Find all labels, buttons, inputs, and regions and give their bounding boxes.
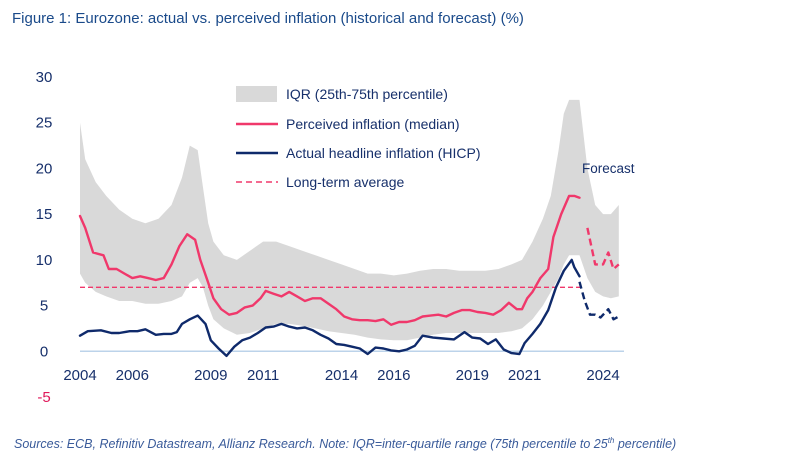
legend-label: Perceived inflation (median) <box>286 116 460 132</box>
y-tick-label: 30 <box>36 69 53 86</box>
x-tick-label: 2014 <box>325 367 358 384</box>
forecast-annotation: Forecast <box>582 161 635 176</box>
x-tick-label: 2024 <box>586 367 619 384</box>
y-axis-ticks: -5 0 5 10 15 20 25 30 <box>36 69 53 406</box>
legend: IQR (25th-75th percentile) Perceived infl… <box>236 86 481 190</box>
source-note: Sources: ECB, Refinitiv Datastream, Alli… <box>14 436 676 451</box>
x-axis-ticks: 2004 2006 2009 2011 2014 2016 2019 2021 2024 <box>63 367 619 384</box>
legend-label: IQR (25th-75th percentile) <box>286 86 448 102</box>
iqr-band-layer <box>80 99 619 341</box>
hicp-line <box>78 258 581 358</box>
y-tick-label: 25 <box>36 115 53 132</box>
perceived-inflation-line <box>78 194 581 326</box>
source-text: Sources: ECB, Refinitiv Datastream, Alli… <box>14 437 608 452</box>
y-tick-label: 10 <box>36 252 53 269</box>
series-layer <box>78 194 620 358</box>
y-tick-label: 5 <box>40 298 48 315</box>
x-tick-label: 2019 <box>456 367 489 384</box>
y-tick-label: 15 <box>36 206 53 223</box>
source-tail: percentile) <box>614 437 677 452</box>
y-tick-label: -5 <box>37 389 50 406</box>
legend-label: Long-term average <box>286 174 405 190</box>
y-tick-label: 0 <box>40 343 48 360</box>
x-tick-label: 2009 <box>194 367 227 384</box>
legend-iqr-swatch <box>236 86 277 102</box>
x-tick-label: 2011 <box>247 367 279 384</box>
hicp-line-forecast <box>578 281 620 321</box>
x-tick-label: 2006 <box>116 367 149 384</box>
x-tick-label: 2016 <box>377 367 410 384</box>
legend-label: Actual headline inflation (HICP) <box>286 145 481 161</box>
x-tick-label: 2004 <box>63 367 96 384</box>
chart-title: Figure 1: Eurozone: actual vs. perceived… <box>12 10 524 27</box>
source-superscript: th <box>607 436 615 445</box>
y-tick-label: 20 <box>36 160 53 177</box>
x-tick-label: 2021 <box>508 367 541 384</box>
iqr-band <box>80 99 619 341</box>
